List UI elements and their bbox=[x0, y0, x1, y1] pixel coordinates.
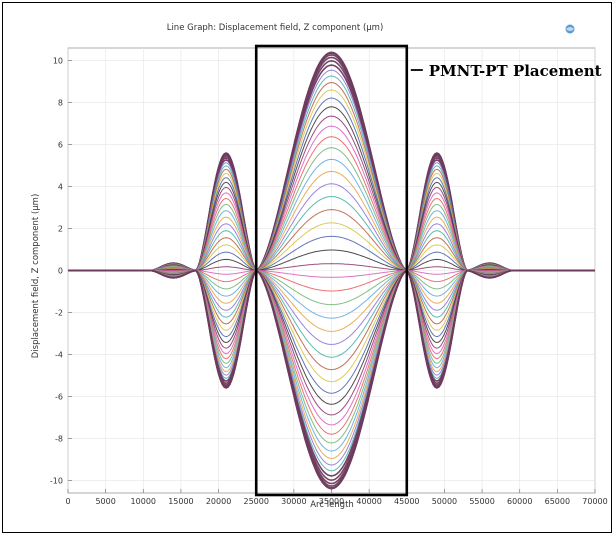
series-group bbox=[68, 51, 595, 490]
y-tick-label: 0 bbox=[58, 267, 63, 276]
x-axis-label: Arc length bbox=[310, 500, 354, 510]
x-tick-label: 10000 bbox=[131, 497, 156, 506]
chart-title: Line Graph: Displacement field, Z compon… bbox=[167, 23, 384, 33]
y-tick-label: 10 bbox=[53, 57, 63, 66]
x-tick-label: 30000 bbox=[281, 497, 306, 506]
y-tick-label: -10 bbox=[50, 476, 63, 485]
x-tick-label: 55000 bbox=[469, 497, 494, 506]
y-tick-label: -8 bbox=[55, 434, 63, 443]
x-tick-label: 5000 bbox=[95, 497, 115, 506]
x-tick-label: 25000 bbox=[243, 497, 268, 506]
annotation-group: PMNT-PT Placement bbox=[254, 44, 602, 497]
x-tick-label: 65000 bbox=[545, 497, 570, 506]
y-tick-label: 2 bbox=[58, 225, 63, 234]
y-tick-label: -2 bbox=[55, 308, 63, 317]
annotation-label: PMNT-PT Placement bbox=[429, 62, 602, 80]
x-tick-label: 15000 bbox=[168, 497, 193, 506]
y-tick-label: 8 bbox=[58, 99, 63, 108]
y-tick-label: -6 bbox=[55, 392, 63, 401]
x-tick-label: 70000 bbox=[582, 497, 607, 506]
y-tick-label: 4 bbox=[58, 183, 63, 192]
y-axis-label: Displacement field, Z component (µm) bbox=[31, 194, 41, 359]
series-line bbox=[68, 269, 595, 490]
y-tick-label: 6 bbox=[58, 141, 63, 150]
x-tick-label: 60000 bbox=[507, 497, 532, 506]
x-tick-label: 0 bbox=[65, 497, 70, 506]
y-axis: -10 -8 -6 -4 -2 0 2 4 6 8 10 bbox=[50, 57, 72, 485]
x-tick-label: 35000 bbox=[319, 497, 344, 506]
x-tick-label: 20000 bbox=[206, 497, 231, 506]
comsol-logo bbox=[565, 24, 575, 34]
x-tick-label: 50000 bbox=[432, 497, 457, 506]
x-axis: 0 5000 10000 15000 20000 25000 30000 35000 40000… bbox=[65, 489, 608, 506]
x-tick-label: 45000 bbox=[394, 497, 419, 506]
y-tick-label: -4 bbox=[55, 350, 63, 359]
x-tick-label: 40000 bbox=[356, 497, 381, 506]
placement-box bbox=[254, 44, 409, 497]
